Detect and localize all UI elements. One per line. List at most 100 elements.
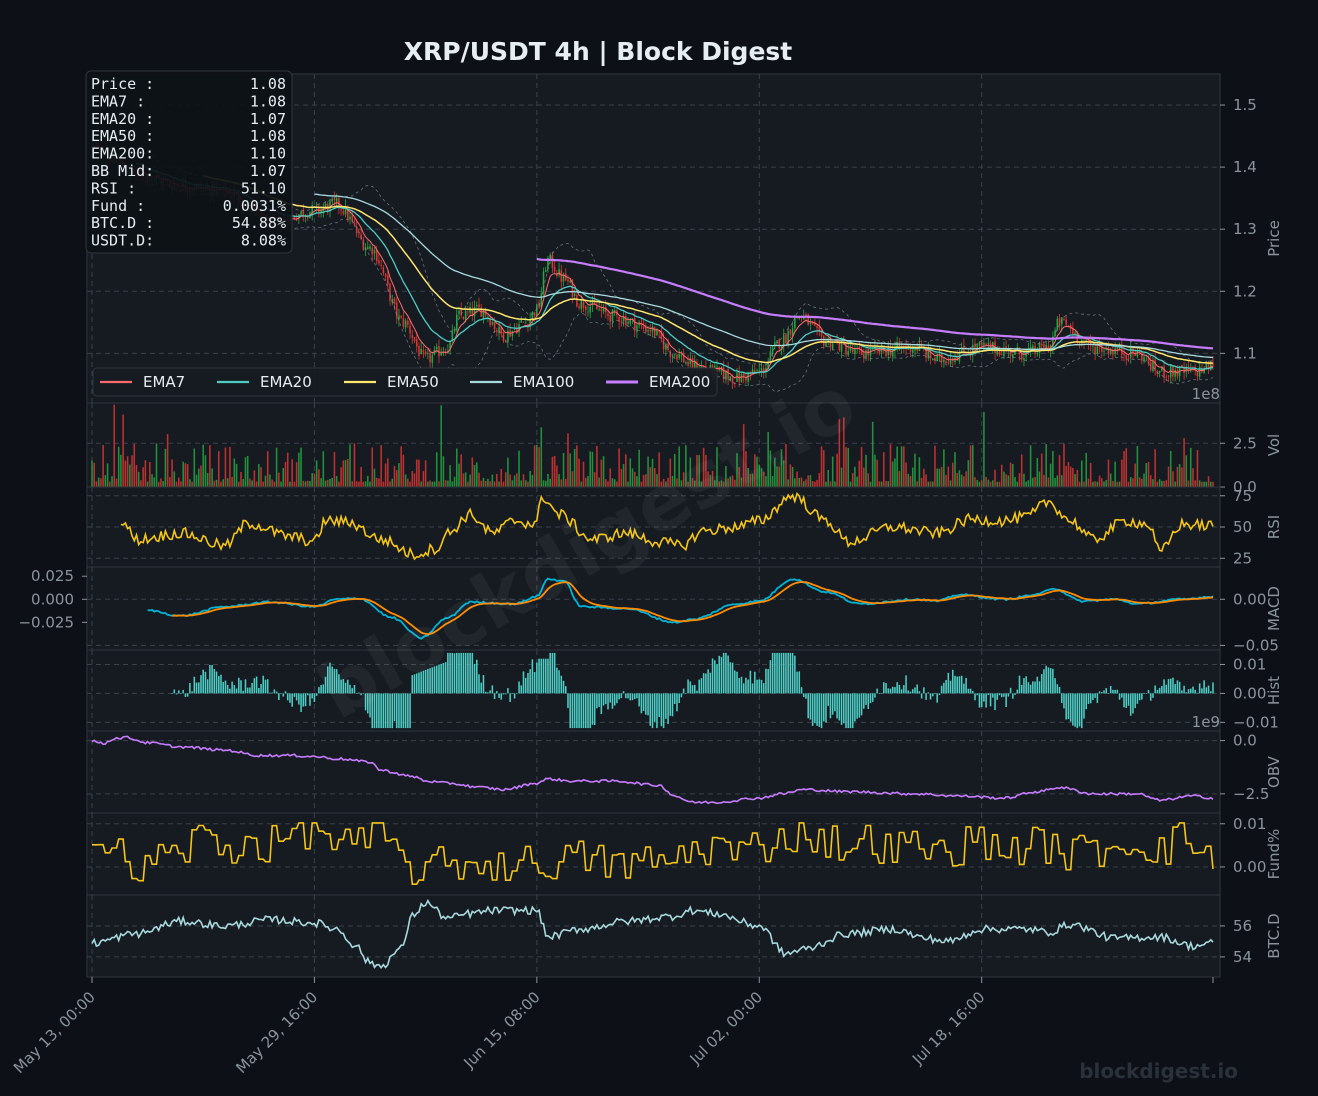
candle-body: [858, 346, 861, 349]
hist-bar: [322, 684, 325, 694]
volume-bar: [1189, 447, 1192, 487]
candle-body: [413, 336, 416, 341]
hist-bar: [745, 677, 747, 694]
candle-body: [814, 322, 816, 326]
candle: [536, 303, 538, 317]
volume-bar: [473, 465, 476, 487]
volume-bar: [184, 463, 187, 487]
hist-bar: [549, 652, 551, 694]
candle-body: [1134, 353, 1136, 356]
hist-bar: [682, 688, 685, 694]
volume-bar: [1063, 443, 1065, 487]
hist-bar: [171, 693, 173, 694]
hist-bar: [175, 693, 178, 695]
candle-body: [1207, 361, 1210, 370]
volume-bar: [464, 472, 467, 487]
hist-bar: [333, 668, 336, 694]
hist-bar: [778, 652, 781, 694]
volume-bar: [509, 474, 511, 487]
volume-bar: [1147, 461, 1150, 487]
candle: [947, 356, 950, 366]
hist-bar: [727, 655, 729, 694]
volume-bar: [689, 457, 692, 487]
candle-body: [747, 372, 749, 382]
hist-bar: [883, 682, 885, 694]
candle: [940, 351, 943, 368]
candle-body: [1205, 361, 1208, 370]
info-box-value: 0.0031%: [223, 197, 286, 215]
hist-bar: [1096, 693, 1099, 703]
hist-bar: [954, 675, 956, 694]
candle-body: [340, 209, 342, 211]
hist-bar: [542, 658, 545, 694]
hist-bar: [818, 693, 821, 727]
volume-bar: [1174, 481, 1176, 487]
volume-bar: [647, 456, 649, 487]
volume-bar: [909, 475, 912, 487]
volume-bar: [293, 481, 296, 487]
candle: [1163, 360, 1165, 384]
volume-bar: [1069, 466, 1072, 487]
hist-bar: [707, 669, 709, 694]
volume-bar: [980, 480, 983, 487]
volume-bar: [676, 478, 678, 487]
volume-bar: [649, 467, 652, 487]
volume-bar: [625, 454, 627, 487]
hist-bar: [329, 662, 331, 694]
hist-bar: [527, 673, 529, 694]
candle: [380, 259, 382, 270]
hist-bar: [1094, 693, 1096, 698]
volume-bar: [213, 480, 216, 487]
candle-body: [754, 370, 756, 373]
volume-bar: [496, 473, 498, 487]
hist-bar: [260, 683, 262, 694]
volume-bar: [1103, 481, 1105, 487]
candle-body: [811, 322, 814, 324]
volume-bar: [362, 481, 365, 487]
hist-bar: [364, 693, 367, 711]
hist-bar: [455, 652, 458, 694]
y-axis-label-btcd: BTC.D: [1265, 913, 1283, 958]
candle-body: [487, 316, 489, 318]
volume-bar: [300, 447, 302, 487]
bb-lower-line: [134, 178, 1214, 393]
volume-bar: [384, 463, 387, 487]
hist-bar: [206, 679, 209, 694]
volume-bar: [169, 477, 171, 487]
hist-bar: [409, 693, 411, 729]
hist-bar: [371, 693, 374, 729]
candle-body: [553, 267, 556, 272]
candle-body: [1089, 341, 1092, 346]
volume-bar: [1169, 450, 1172, 487]
volume-bar: [774, 457, 776, 487]
hist-bar: [480, 682, 483, 694]
hist-bar: [649, 693, 652, 726]
candle: [789, 329, 792, 339]
volume-bar: [233, 458, 236, 487]
hist-bar: [487, 692, 489, 694]
candle-body: [1012, 354, 1014, 358]
y-tick-label: −0.01: [1233, 713, 1279, 731]
hist-bar: [774, 652, 776, 694]
candle-body: [678, 354, 680, 358]
volume-bar: [462, 473, 465, 487]
hist-bar: [814, 693, 816, 724]
y-axis-label-hist: Hist: [1265, 676, 1283, 705]
candle-body: [865, 350, 867, 358]
hist-bar: [1085, 693, 1087, 710]
volume-bar: [122, 414, 124, 487]
volume-bar: [100, 478, 102, 487]
hist-bar: [589, 693, 591, 729]
volume-bar: [511, 480, 514, 487]
hist-bar: [992, 693, 994, 698]
volume-bar: [598, 477, 600, 487]
candle: [731, 374, 734, 389]
hist-bar: [273, 689, 276, 694]
candle-body: [633, 318, 636, 331]
volume-bar: [1034, 477, 1036, 487]
volume-bar: [974, 477, 976, 487]
candle-body: [344, 206, 347, 215]
hist-bar: [747, 679, 749, 694]
volume-bar: [1176, 466, 1179, 487]
hist-bar: [849, 693, 852, 729]
